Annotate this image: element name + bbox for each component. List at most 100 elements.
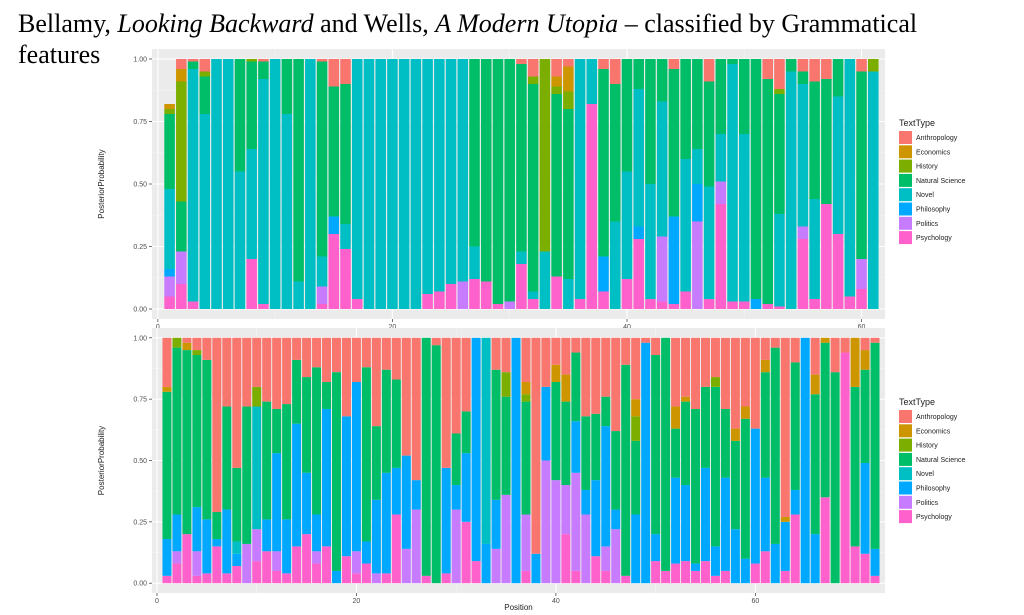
bar-segment-politics bbox=[242, 543, 252, 584]
bar-segment-psychology bbox=[381, 573, 391, 584]
bar-segment-anthropology bbox=[401, 337, 411, 456]
bar-segment-anthropology bbox=[531, 337, 541, 554]
bar-segment-psychology bbox=[162, 575, 172, 584]
y-tick-label: 0.00 bbox=[133, 307, 147, 314]
bar-segment-natural-science bbox=[770, 347, 780, 544]
bar-segment-politics bbox=[581, 514, 591, 584]
bar-segment-psychology bbox=[821, 204, 832, 309]
bar-segment-psychology bbox=[272, 570, 282, 584]
bar-segment-anthropology bbox=[316, 59, 328, 62]
bar-segment-natural-science bbox=[860, 369, 870, 463]
legend-label: Psychology bbox=[916, 235, 952, 242]
bar-segment-novel bbox=[199, 114, 211, 309]
bar-segment-economics bbox=[563, 66, 574, 92]
bar-segment-psychology bbox=[262, 551, 272, 584]
bar-segment-politics bbox=[192, 551, 202, 576]
bar-segment-natural-science bbox=[621, 59, 633, 172]
bar-segment-anthropology bbox=[609, 59, 621, 84]
bar-segment-novel bbox=[258, 79, 269, 304]
x-axis-title: Position bbox=[504, 603, 532, 612]
bar-segment-novel bbox=[680, 159, 691, 292]
bar-segment-natural-science bbox=[316, 61, 328, 257]
bar-segment-natural-science bbox=[581, 416, 591, 490]
bar-segment-psychology bbox=[302, 534, 312, 584]
bar-segment-philosophy bbox=[691, 563, 701, 571]
bar-segment-psychology bbox=[480, 281, 492, 309]
bar-segment-psychology bbox=[598, 291, 609, 309]
bar-segment-philosophy bbox=[601, 426, 611, 547]
bar-segment-novel bbox=[422, 59, 433, 294]
bar-segment-natural-science bbox=[258, 61, 269, 79]
bar-segment-anthropology bbox=[856, 59, 867, 72]
bar-segment-history bbox=[172, 337, 182, 348]
bar-segment-anthropology bbox=[591, 337, 601, 414]
bar-segment-psychology bbox=[762, 304, 773, 309]
bar-segment-economics bbox=[561, 374, 571, 402]
bar-segment-politics bbox=[451, 509, 461, 584]
bar-segment-philosophy bbox=[351, 381, 361, 552]
legend-key-history bbox=[899, 159, 912, 173]
bar-segment-psychology bbox=[661, 570, 671, 584]
bar-segment-economics bbox=[164, 104, 175, 109]
bar-segment-philosophy bbox=[232, 553, 242, 567]
x-tick-label: 40 bbox=[623, 324, 631, 331]
bar-segment-psychology bbox=[222, 573, 232, 584]
bar-segment-philosophy bbox=[631, 514, 641, 584]
bar-segment-natural-science bbox=[192, 354, 202, 508]
bar-segment-natural-science bbox=[797, 71, 809, 84]
bar-segment-philosophy bbox=[371, 499, 381, 574]
bar-segment-psychology bbox=[671, 563, 681, 584]
bar-segment-natural-science bbox=[633, 59, 644, 89]
bar-segment-anthropology bbox=[461, 337, 471, 412]
bar-segment-novel bbox=[387, 59, 398, 309]
bar-segment-anthropology bbox=[551, 337, 561, 365]
bar-segment-anthropology bbox=[212, 337, 222, 513]
bar-segment-anthropology bbox=[441, 337, 451, 468]
bar-segment-psychology bbox=[844, 296, 856, 309]
bar-segment-anthropology bbox=[332, 337, 341, 373]
bar-segment-politics bbox=[797, 226, 809, 239]
x-tick-label: 20 bbox=[389, 324, 397, 331]
bar-segment-psychology bbox=[760, 551, 770, 584]
legend-label: Natural Science bbox=[916, 457, 966, 464]
bar-segment-politics bbox=[351, 551, 361, 574]
bar-segment-natural-science bbox=[661, 337, 671, 571]
bar-segment-anthropology bbox=[431, 337, 441, 346]
bar-segment-novel bbox=[234, 171, 246, 309]
bar-segment-natural-science bbox=[821, 79, 832, 204]
bar-segment-psychology bbox=[316, 304, 328, 309]
bar-segment-novel bbox=[375, 59, 386, 309]
bar-segment-anthropology bbox=[199, 59, 211, 72]
bar-segment-anthropology bbox=[312, 337, 322, 368]
bar-segment-psychology bbox=[445, 284, 457, 309]
legend-key-novel bbox=[899, 188, 912, 202]
bar-segment-psychology bbox=[471, 561, 481, 584]
bar-segment-anthropology bbox=[571, 337, 581, 353]
legend-key-economics bbox=[899, 424, 912, 438]
bar-segment-anthropology bbox=[830, 337, 840, 373]
bar-segment-natural-science bbox=[750, 59, 762, 299]
bar-segment-philosophy bbox=[810, 534, 820, 584]
bar-segment-philosophy bbox=[750, 299, 762, 309]
bar-segment-psychology bbox=[680, 291, 691, 309]
bar-segment-anthropology bbox=[681, 337, 691, 397]
bar-segment-natural-science bbox=[480, 59, 492, 282]
bar-segment-natural-science bbox=[302, 377, 312, 473]
bar-segment-natural-science bbox=[182, 350, 192, 535]
bar-segment-philosophy bbox=[192, 507, 202, 552]
bar-segment-philosophy bbox=[591, 480, 601, 557]
bar-segment-anthropology bbox=[272, 337, 282, 409]
bar-segment-philosophy bbox=[800, 337, 810, 584]
bar-segment-psychology bbox=[232, 566, 242, 584]
bar-segment-psychology bbox=[601, 570, 611, 584]
bar-segment-psychology bbox=[322, 546, 332, 584]
bar-segment-natural-science bbox=[591, 413, 601, 481]
bar-segment-natural-science bbox=[469, 59, 480, 247]
bar-segment-anthropology bbox=[176, 59, 187, 69]
x-tick-label: 0 bbox=[156, 324, 160, 331]
bar-segment-anthropology bbox=[302, 337, 312, 378]
bar-segment-psychology bbox=[521, 570, 531, 584]
bar-segment-natural-science bbox=[561, 401, 571, 486]
bar-segment-politics bbox=[176, 251, 187, 284]
bar-segment-philosophy bbox=[633, 226, 644, 239]
